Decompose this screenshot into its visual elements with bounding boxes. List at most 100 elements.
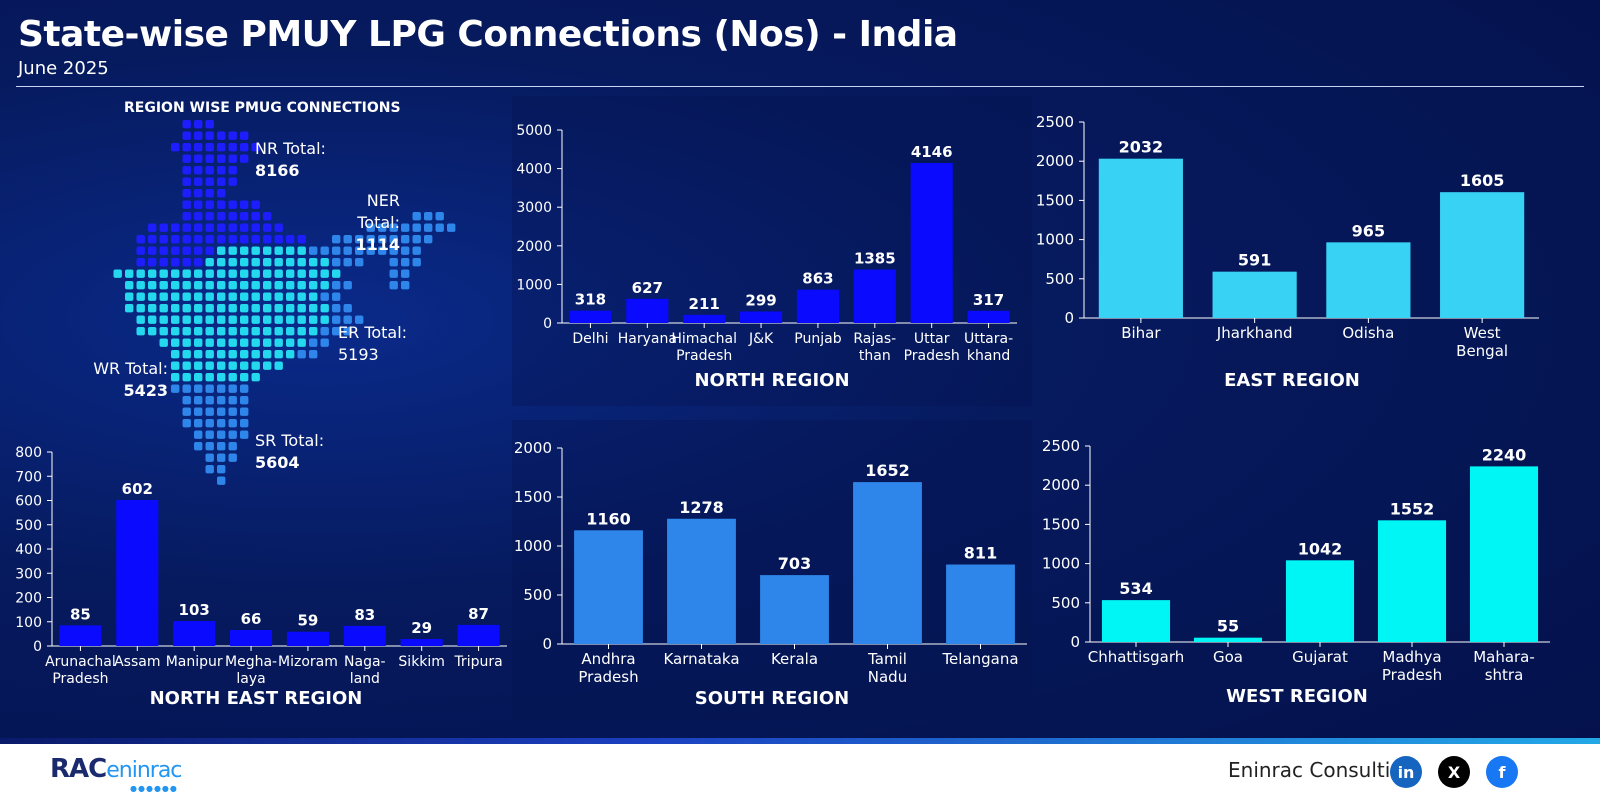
map-dot [286, 304, 295, 313]
map-dot [171, 338, 180, 347]
map-dot [401, 258, 410, 267]
data-label: 811 [964, 544, 997, 563]
map-dot [228, 177, 237, 186]
map-dot [217, 235, 226, 244]
category-label: Odisha [1342, 324, 1394, 342]
map-dot [251, 258, 260, 267]
map-dot [205, 419, 214, 428]
map-dot [297, 304, 306, 313]
data-label: 591 [1238, 251, 1271, 270]
map-dot [355, 235, 364, 244]
map-dot [171, 223, 180, 232]
map-dot [343, 315, 352, 324]
map-dot [194, 407, 203, 416]
map-dot [194, 338, 203, 347]
bar [740, 311, 783, 323]
map-dot [332, 304, 341, 313]
map-dot [240, 200, 249, 209]
map-dot [159, 327, 168, 336]
map-dot [182, 235, 191, 244]
map-dot [182, 396, 191, 405]
map-dot [171, 143, 180, 152]
bar [59, 625, 102, 646]
map-dot [251, 281, 260, 290]
map-dot [148, 258, 157, 267]
bar [1377, 520, 1447, 642]
map-dot [205, 453, 214, 462]
map-dot [286, 258, 295, 267]
data-label: 1042 [1298, 539, 1343, 558]
map-dot [194, 143, 203, 152]
east-region-chart: 0 500 1000 1500 2000 2500 2032 Bihar 591 Jharkhan… [1032, 108, 1552, 398]
map-dot [228, 258, 237, 267]
map-dot [182, 315, 191, 324]
category-label: Uttara-khand [964, 331, 1013, 364]
bar [343, 625, 386, 646]
category-label: Chhattisgarh [1088, 648, 1185, 666]
map-dot [251, 304, 260, 313]
map-dot [263, 292, 272, 301]
map-dot [309, 304, 318, 313]
map-dot [182, 166, 191, 175]
map-dot [263, 338, 272, 347]
bar [1098, 158, 1183, 318]
map-dot [205, 315, 214, 324]
map-dot [205, 154, 214, 163]
map-dot [136, 304, 145, 313]
map-dot [320, 292, 329, 301]
west-chart-svg: 0 500 1000 1500 2000 2500 534 Chhattisgarh 55 Goa… [1042, 437, 1550, 684]
map-dot [309, 246, 318, 255]
map-dot [171, 269, 180, 278]
bar [760, 575, 829, 644]
company-logo[interactable]: RACeninrac [50, 754, 182, 784]
map-dot [401, 281, 410, 290]
map-dot [194, 166, 203, 175]
map-dot [251, 350, 260, 359]
category-label: Haryana [618, 331, 677, 347]
map-dot [424, 235, 433, 244]
category-label: Kerala [771, 650, 818, 668]
facebook-icon[interactable]: f [1486, 756, 1518, 788]
map-dot [205, 212, 214, 221]
bar [1285, 560, 1355, 642]
map-dot [205, 177, 214, 186]
bar [569, 310, 612, 323]
map-dot [205, 350, 214, 359]
data-label: 965 [1352, 221, 1385, 240]
map-dot [171, 292, 180, 301]
map-dot [240, 292, 249, 301]
map-dot [194, 200, 203, 209]
y-tick-label: 1500 [1036, 191, 1074, 209]
data-label: 317 [973, 291, 1004, 309]
map-dot [435, 212, 444, 221]
map-dot [217, 269, 226, 278]
map-dot [355, 258, 364, 267]
map-dot [217, 258, 226, 267]
map-dot [240, 269, 249, 278]
brand-name: Eninrac Consulting [1228, 758, 1416, 782]
map-dot [251, 200, 260, 209]
map-dot [171, 281, 180, 290]
map-dot [251, 327, 260, 336]
map-dot [194, 396, 203, 405]
y-tick-label: 1000 [514, 537, 552, 555]
map-dot [263, 315, 272, 324]
category-label: Manipur [166, 654, 223, 670]
category-label: Rajas-than [853, 331, 896, 364]
west-chart-title: WEST REGION [1226, 686, 1368, 707]
data-label: 83 [354, 606, 375, 624]
x-icon[interactable]: X [1438, 756, 1470, 788]
y-tick-label: 5000 [516, 123, 552, 139]
linkedin-icon[interactable]: in [1390, 756, 1422, 788]
map-dot [424, 212, 433, 221]
data-label: 1160 [586, 509, 631, 528]
map-dot [182, 246, 191, 255]
map-dot [240, 258, 249, 267]
map-dot [217, 373, 226, 382]
category-label: Sikkim [398, 654, 445, 670]
map-dot [240, 131, 249, 140]
map-dot [228, 384, 237, 393]
map-dot [228, 246, 237, 255]
map-dot [205, 396, 214, 405]
map-dot [228, 327, 237, 336]
